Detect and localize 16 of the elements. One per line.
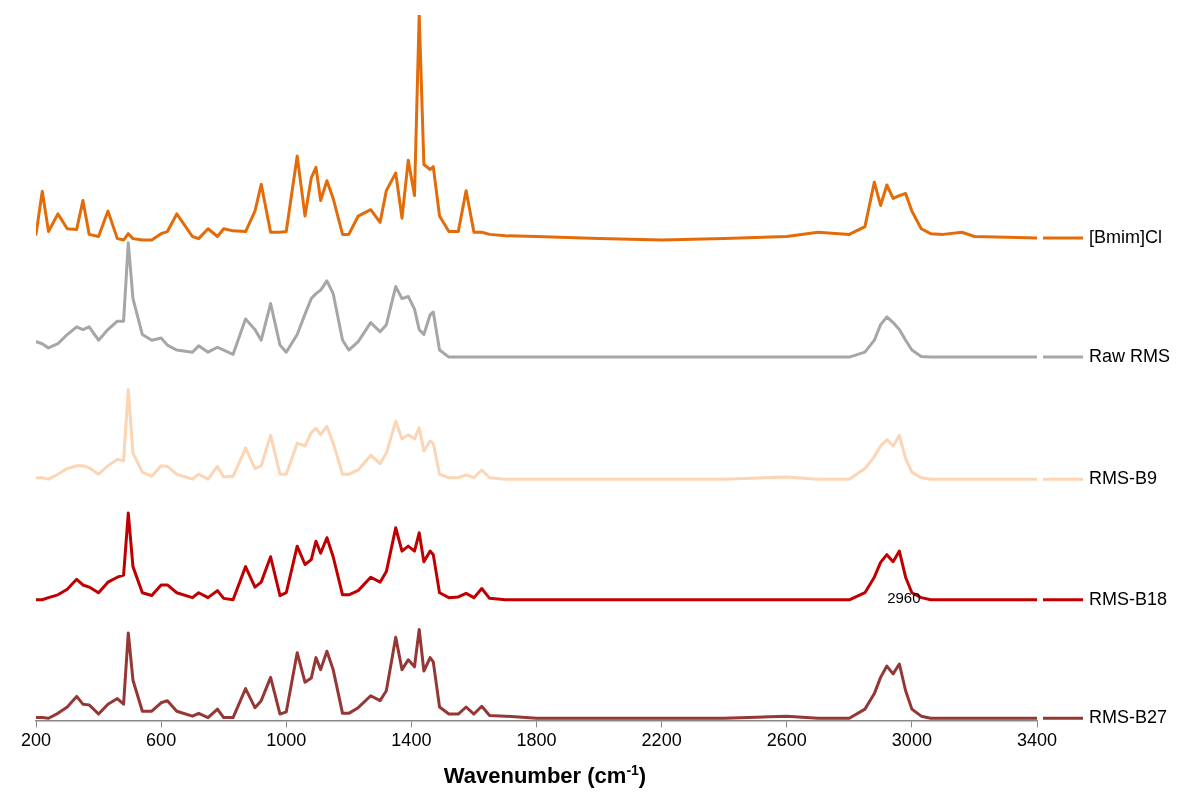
- x-tick-label: 600: [146, 730, 177, 751]
- legend-label: RMS-B27: [1089, 707, 1168, 728]
- x-tick-label: 1400: [391, 730, 432, 751]
- annotation: 2960: [887, 589, 921, 607]
- x-axis-title: Wavenumber (cm$^{-1}$): [442, 762, 648, 790]
- x-tick-label: 1800: [516, 730, 557, 751]
- legend-label: [Bmim]Cl: [1089, 226, 1162, 247]
- legend-label: Raw RMS: [1089, 346, 1171, 367]
- x-tick-label: 3400: [1016, 730, 1058, 751]
- x-tick-label: 3000: [891, 730, 932, 751]
- x-tick-label: 200: [20, 730, 52, 751]
- x-tick-label: 2600: [766, 730, 807, 751]
- x-tick-label: 1000: [266, 730, 307, 751]
- legend-label: RMS-B9: [1089, 468, 1158, 489]
- x-tick-label: 2200: [641, 730, 682, 751]
- legend-label: RMS-B18: [1089, 588, 1168, 609]
